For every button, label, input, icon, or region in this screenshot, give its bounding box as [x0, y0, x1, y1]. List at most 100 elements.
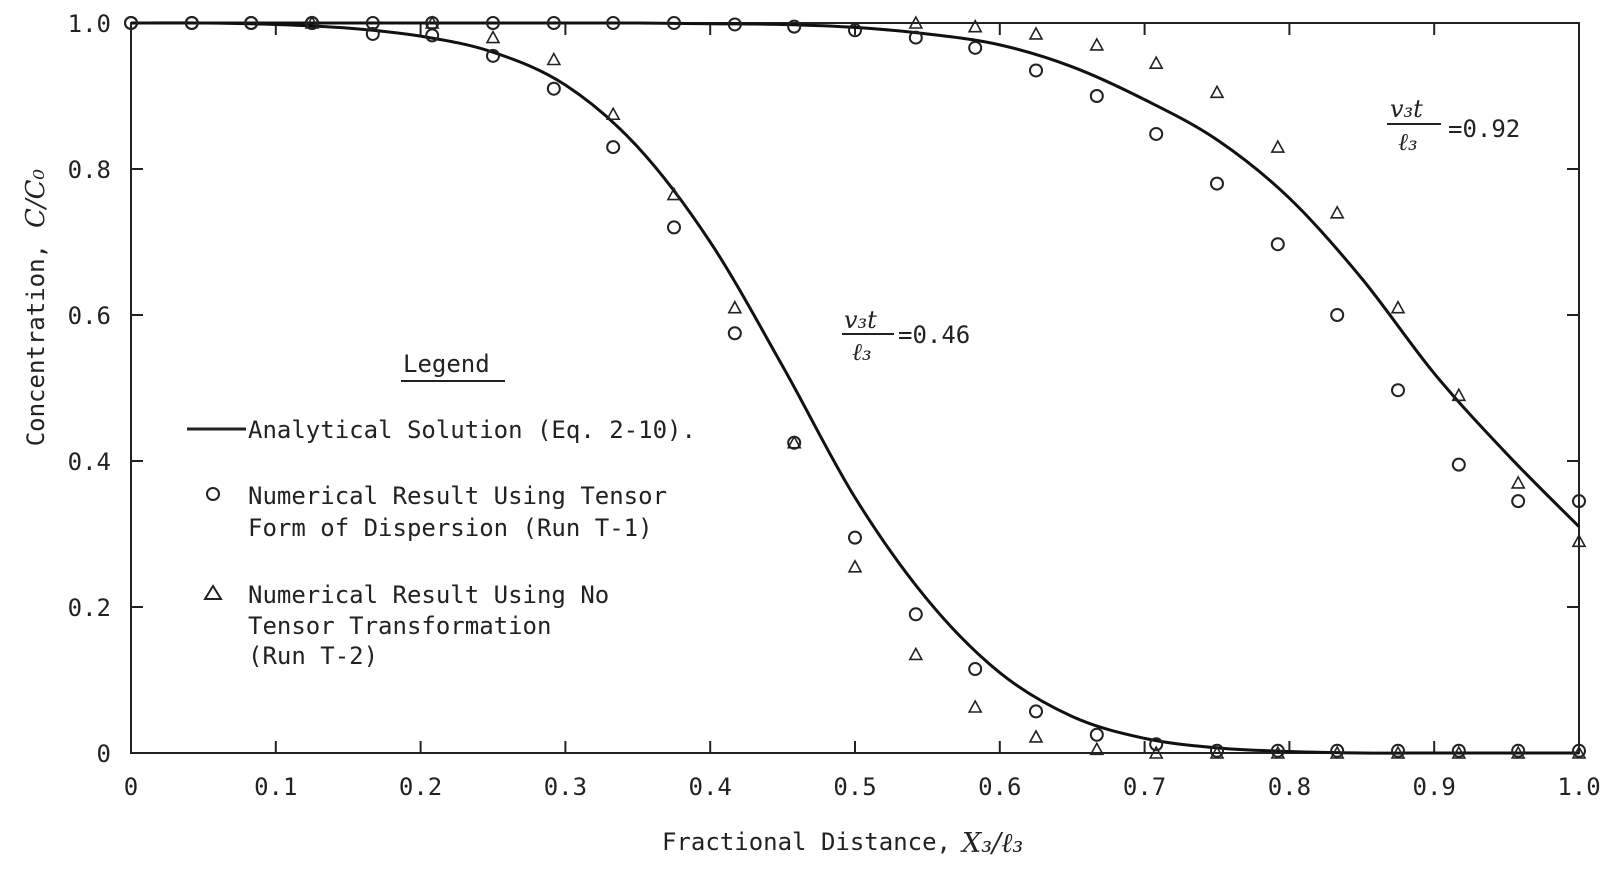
- run-t1-point: [968, 40, 983, 55]
- y-axis-label-symbol: C/C₀: [21, 168, 51, 228]
- run-t2-point: [424, 15, 440, 29]
- run-t2-point: [1089, 37, 1105, 51]
- run-t1-point: [244, 16, 259, 30]
- run-t2-point: [1329, 205, 1345, 219]
- annotation-092: v₃t ℓ₃ =0.92: [1387, 95, 1520, 156]
- run-t1-point: [1210, 176, 1224, 191]
- run-t1-point: [1391, 383, 1405, 398]
- y-axis-label-text: Concentration,: [22, 244, 50, 446]
- run-t2-point: [1270, 139, 1286, 153]
- x-tick-label: 0.2: [399, 773, 442, 801]
- run-t2-point: [727, 300, 743, 314]
- run-t2-point: [1451, 745, 1467, 759]
- run-t2-point: [908, 15, 924, 29]
- x-tick-label: 0.6: [978, 773, 1021, 801]
- analytical-curve-0: [130, 21, 1579, 755]
- x-axis-label: Fractional Distance, X₃/ℓ₃: [662, 828, 1023, 859]
- x-tick-label: 1.0: [1557, 773, 1600, 801]
- run-t1-point: [184, 16, 199, 30]
- run-t1-point: [727, 17, 742, 32]
- run-t1-point: [727, 326, 742, 341]
- x-axis-ticks: 0 0.1 0.2 0.3 0.4 0.5 0.6 0.7 0.8 0.9 1.0: [124, 23, 1601, 801]
- legend-triangle-icon: [203, 584, 223, 600]
- y-tick-label: 0.4: [68, 448, 111, 476]
- run-t1-point: [1330, 743, 1345, 758]
- run-t1-point: [1572, 494, 1586, 509]
- run-t2-point: [1390, 300, 1406, 314]
- run-t2-point: [1089, 741, 1105, 756]
- x-tick-label: 0.4: [689, 773, 732, 801]
- run-t2-point: [1390, 745, 1406, 759]
- run-t2-point: [1209, 745, 1225, 759]
- y-tick-label: 0.2: [68, 594, 111, 622]
- annotation-046: v₃t ℓ₃ =0.46: [842, 306, 970, 366]
- run-t1-point: [606, 16, 621, 30]
- run-t1-point: [546, 81, 561, 96]
- run-t1-point: [1451, 743, 1466, 758]
- legend: Legend Analytical Solution (Eq. 2-10). N…: [187, 350, 696, 670]
- run-t1-point: [1511, 743, 1526, 758]
- annotation-092-value: =0.92: [1448, 115, 1520, 143]
- x-tick-label: 0.5: [833, 773, 876, 801]
- run-t1-point: [1270, 743, 1285, 758]
- run-t2-point: [967, 18, 983, 33]
- y-axis-label: Concentration, C/C₀: [21, 168, 51, 446]
- run-t1-point: [1089, 89, 1104, 103]
- run-t1-point: [908, 607, 923, 622]
- legend-entry-t2-line3: (Run T-2): [248, 642, 378, 670]
- annotation-092-numerator: v₃t: [1390, 95, 1423, 123]
- legend-entry-t2-line1: Numerical Result Using No: [248, 581, 609, 609]
- annotation-046-numerator: v₃t: [844, 306, 877, 334]
- x-tick-label: 0.1: [254, 773, 297, 801]
- x-tick-label: 0.9: [1413, 773, 1456, 801]
- run-t1-point: [486, 48, 500, 63]
- run-t2-point: [847, 559, 863, 573]
- x-tick-label: 0: [124, 773, 138, 801]
- run-t2-point: [1148, 55, 1164, 69]
- y-tick-label: 0.6: [68, 302, 111, 330]
- run-t2-point: [1329, 745, 1345, 759]
- x-tick-label: 0.3: [544, 773, 587, 801]
- x-axis-label-symbol: X₃/ℓ₃: [960, 828, 1023, 859]
- run-t2-point: [1028, 26, 1044, 40]
- run-t1-point: [848, 23, 862, 38]
- run-t1-point: [1029, 63, 1043, 78]
- run-t2-point: [1270, 745, 1286, 759]
- run-t2-point: [1510, 745, 1526, 759]
- run-t1-point: [606, 140, 621, 155]
- run-t2-point: [1148, 745, 1164, 759]
- run-t1-point: [667, 16, 681, 30]
- y-tick-label: 0.8: [68, 156, 111, 184]
- run-t1-point: [1029, 704, 1043, 719]
- run-t2-point: [304, 15, 320, 29]
- run-t1-point: [1089, 727, 1104, 742]
- legend-entry-analytical: Analytical Solution (Eq. 2-10).: [248, 416, 696, 444]
- run-t2-point: [1510, 475, 1526, 489]
- run-t1-point: [667, 220, 681, 235]
- run-t1-point: [1511, 494, 1526, 509]
- legend-entry-t1-line1: Numerical Result Using Tensor: [248, 482, 667, 510]
- run-t1-point: [1451, 457, 1466, 472]
- run-t2-point: [1571, 533, 1587, 548]
- y-axis-ticks: 0 0.2 0.4 0.6 0.8 1.0: [68, 10, 1579, 768]
- run-t2-point: [546, 51, 562, 66]
- run-t1-point: [365, 16, 380, 30]
- x-axis-label-text: Fractional Distance,: [662, 828, 951, 856]
- run-t1-point: [486, 16, 500, 30]
- run-t2-point: [967, 699, 983, 713]
- run-t1-point: [1391, 743, 1405, 758]
- run-t1-point: [1270, 237, 1285, 252]
- annotation-092-denominator: ℓ₃: [1398, 128, 1418, 156]
- analytical-curves: [130, 21, 1581, 755]
- run-t1-point: [787, 19, 802, 34]
- run-t2-point: [1028, 729, 1044, 743]
- run-t1-point: [908, 30, 923, 45]
- legend-entry-t1-line2: Form of Dispersion (Run T-1): [248, 514, 653, 542]
- x-tick-label: 0.8: [1268, 773, 1311, 801]
- run-t2-point: [605, 106, 621, 121]
- run-t2-point: [1209, 84, 1225, 99]
- annotation-046-value: =0.46: [898, 321, 970, 349]
- x-tick-label: 0.7: [1123, 773, 1166, 801]
- run-t1-point: [1149, 126, 1164, 141]
